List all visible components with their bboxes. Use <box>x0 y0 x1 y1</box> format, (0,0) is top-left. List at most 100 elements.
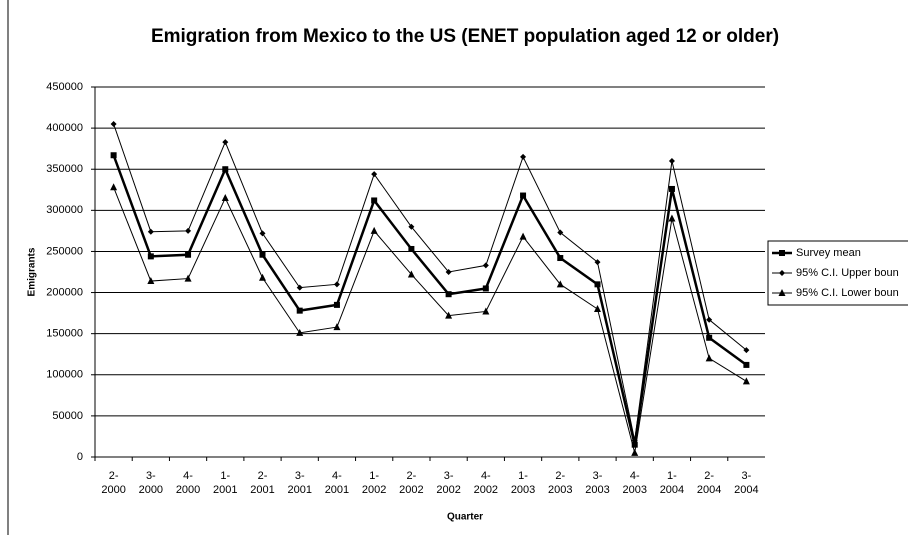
marker <box>706 334 713 341</box>
x-tick-label: 1- <box>220 470 230 482</box>
marker <box>296 284 303 291</box>
x-tick-label: 4- <box>183 470 193 482</box>
marker <box>147 228 154 235</box>
marker <box>222 166 229 173</box>
y-tick-label: 450000 <box>46 81 83 93</box>
series-line <box>113 123 747 441</box>
x-tick-label: 2001 <box>287 484 311 496</box>
y-tick-label: 0 <box>77 451 83 463</box>
marker <box>370 226 378 234</box>
y-tick-label: 250000 <box>46 245 83 257</box>
legend-label: 95% C.I. Upper boun <box>796 267 899 279</box>
x-tick-label: 2004 <box>734 484 758 496</box>
marker <box>742 377 750 385</box>
marker <box>705 354 713 362</box>
x-tick-label: 2002 <box>362 484 386 496</box>
marker <box>185 251 192 258</box>
legend-label: Survey mean <box>796 247 861 259</box>
series-line <box>113 187 747 454</box>
marker <box>259 273 266 281</box>
x-tick-label: 2- <box>555 470 565 482</box>
y-tick-label: 100000 <box>46 369 83 381</box>
marker <box>594 259 601 266</box>
marker <box>185 227 192 234</box>
x-tick-label: 2001 <box>250 484 274 496</box>
legend-marker <box>779 270 785 276</box>
x-tick-label: 3- <box>444 470 454 482</box>
x-tick-label: 2- <box>258 470 268 482</box>
x-tick-label: 1- <box>518 470 528 482</box>
x-tick-label: 2- <box>406 470 416 482</box>
marker <box>371 171 378 178</box>
marker <box>259 230 266 237</box>
x-tick-label: 2003 <box>548 484 572 496</box>
y-tick-label: 150000 <box>46 328 83 340</box>
marker <box>482 307 490 315</box>
x-tick-label: 3- <box>295 470 305 482</box>
x-tick-label: 4- <box>630 470 640 482</box>
marker <box>296 328 304 336</box>
chart-title: Emigration from Mexico to the US (ENET p… <box>151 26 779 47</box>
x-tick-label: 1- <box>667 470 677 482</box>
marker <box>706 316 713 323</box>
x-tick-label: 2002 <box>474 484 498 496</box>
x-tick-label: 2003 <box>622 484 646 496</box>
marker <box>110 152 117 159</box>
x-tick-label: 2001 <box>213 484 237 496</box>
marker <box>408 245 415 252</box>
marker <box>333 323 341 331</box>
marker <box>333 281 340 288</box>
x-tick-label: 4- <box>481 470 491 482</box>
marker <box>668 185 675 192</box>
marker <box>333 301 340 308</box>
x-tick-label: 2004 <box>697 484 721 496</box>
x-tick-label: 3- <box>741 470 751 482</box>
marker <box>296 307 303 314</box>
marker <box>110 183 118 191</box>
x-tick-label: 3- <box>146 470 156 482</box>
x-tick-label: 2000 <box>176 484 200 496</box>
legend-marker <box>779 250 785 256</box>
marker <box>557 229 564 236</box>
marker <box>482 262 489 269</box>
x-axis-title: Quarter <box>447 512 483 523</box>
marker <box>668 214 676 222</box>
marker <box>147 277 155 285</box>
marker <box>147 253 154 260</box>
marker <box>445 269 452 275</box>
marker <box>631 441 638 448</box>
y-tick-label: 50000 <box>52 410 83 422</box>
marker <box>371 197 378 204</box>
marker <box>184 274 192 282</box>
marker <box>445 291 452 298</box>
legend-label: 95% C.I. Lower boun <box>796 287 899 299</box>
marker <box>519 232 527 240</box>
x-tick-label: 2002 <box>399 484 423 496</box>
marker <box>594 281 601 288</box>
marker <box>520 192 527 199</box>
x-tick-label: 1- <box>369 470 379 482</box>
x-tick-label: 2003 <box>511 484 535 496</box>
marker <box>445 311 453 319</box>
marker <box>557 255 564 262</box>
marker <box>259 251 266 258</box>
marker <box>408 223 415 230</box>
x-tick-label: 2- <box>704 470 714 482</box>
legend-box <box>767 240 908 306</box>
marker <box>407 270 415 278</box>
y-tick-label: 200000 <box>46 286 83 298</box>
marker <box>482 285 489 292</box>
x-tick-label: 4- <box>332 470 342 482</box>
marker <box>668 158 675 164</box>
y-tick-label: 400000 <box>46 122 83 134</box>
x-tick-label: 2001 <box>325 484 349 496</box>
y-tick-label: 350000 <box>46 163 83 175</box>
marker <box>743 347 750 354</box>
marker <box>594 305 601 312</box>
x-tick-label: 2- <box>109 470 119 482</box>
x-tick-label: 3- <box>593 470 603 482</box>
marker <box>556 280 564 288</box>
marker <box>520 153 527 160</box>
x-tick-label: 2002 <box>436 484 460 496</box>
